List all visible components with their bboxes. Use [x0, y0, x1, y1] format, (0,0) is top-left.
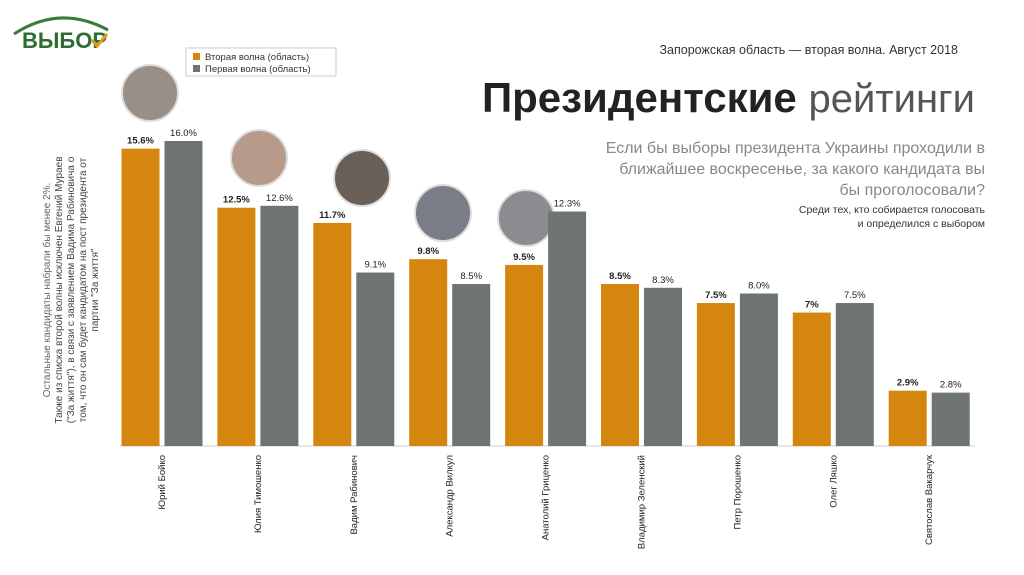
- value-label: 11.7%: [319, 210, 346, 221]
- bar: [931, 392, 970, 446]
- x-tick-label: Анатолий Гриценко: [541, 455, 552, 540]
- bar: [548, 211, 587, 446]
- note-line: и определился с выбором: [858, 218, 985, 230]
- bar: [644, 287, 682, 446]
- legend-swatch: [193, 53, 200, 60]
- value-label: 12.3%: [554, 199, 581, 210]
- x-tick-label: Александр Вилкул: [445, 455, 456, 537]
- photo: [121, 64, 179, 122]
- question-line: бы проголосовали?: [840, 182, 986, 199]
- x-tick-label: Юлия Тимошенко: [253, 455, 264, 533]
- bar: [217, 207, 256, 446]
- side-note-line: Остальные кандидаты набрали бы менее 2%.: [41, 183, 53, 398]
- bar: [409, 259, 448, 446]
- value-label: 8.5%: [609, 271, 631, 282]
- value-label: 8.0%: [748, 281, 770, 292]
- photos: [121, 64, 555, 247]
- value-label: 12.6%: [266, 193, 293, 204]
- bar: [792, 312, 831, 446]
- subtitle: Запорожская область — вторая волна. Авгу…: [660, 43, 959, 57]
- x-tick-label: Петр Порошенко: [732, 455, 743, 529]
- bar: [739, 293, 778, 446]
- value-label: 8.5%: [460, 271, 482, 282]
- photo: [230, 129, 288, 187]
- bar: [452, 283, 491, 446]
- bar: [835, 303, 874, 446]
- value-label: 9.1%: [364, 260, 386, 271]
- value-label: 12.5%: [223, 195, 250, 206]
- x-tick-label: Олег Ляшко: [828, 455, 839, 508]
- x-tick-label: Святослав Вакарчук: [924, 454, 935, 545]
- question-line: ближайшее воскресенье, за какого кандида…: [619, 161, 985, 178]
- bar: [164, 141, 203, 446]
- bar: [696, 303, 735, 446]
- x-tick-label: Владимир Зеленский: [637, 455, 648, 549]
- question-line: Если бы выборы президента Украины проход…: [606, 140, 985, 157]
- legend: [185, 47, 337, 77]
- bar: [888, 390, 927, 446]
- side-note-line: Также из списка второй волны исключен Ев…: [54, 156, 65, 423]
- value-label: 7.5%: [844, 290, 866, 301]
- bar: [313, 222, 352, 446]
- bar: [260, 205, 299, 446]
- value-label: 16.0%: [170, 128, 197, 139]
- bar: [601, 283, 639, 446]
- side-note-line: том, что он сам будет кандидатом на пост…: [77, 157, 89, 422]
- side-note-line: партии "За життя": [90, 248, 101, 332]
- note-line: Среди тех, кто собирается голосовать: [799, 204, 986, 216]
- bar: [505, 264, 544, 446]
- value-label: 7%: [805, 300, 819, 311]
- value-label: 15.6%: [127, 136, 154, 147]
- value-label: 2.9%: [897, 378, 919, 389]
- x-tick-label: Юрий Бойко: [157, 455, 168, 510]
- title-light: рейтинги: [808, 77, 975, 121]
- value-label: 9.5%: [513, 252, 535, 263]
- bar: [121, 148, 160, 446]
- photo: [333, 149, 391, 207]
- photo: [497, 189, 555, 247]
- photo: [414, 184, 472, 242]
- chart-title: Президентские рейтинги: [482, 74, 975, 121]
- x-tick-label: Вадим Рабинович: [349, 455, 360, 535]
- logo-arc: [13, 16, 109, 36]
- title-bold: Президентские: [482, 74, 797, 121]
- legend-swatch: [193, 65, 200, 72]
- logo-check: [90, 33, 109, 49]
- value-label: 7.5%: [705, 290, 727, 301]
- bar: [356, 272, 395, 446]
- legend-label: Первая волна (область): [205, 64, 311, 75]
- value-label: 9.8%: [417, 246, 439, 257]
- legend-label: Вторая волна (область): [205, 52, 309, 63]
- value-label: 2.8%: [940, 380, 962, 391]
- value-label: 8.3%: [652, 275, 674, 286]
- side-note-line: ("За життя"), в связи с заявлением Вадим…: [65, 156, 77, 423]
